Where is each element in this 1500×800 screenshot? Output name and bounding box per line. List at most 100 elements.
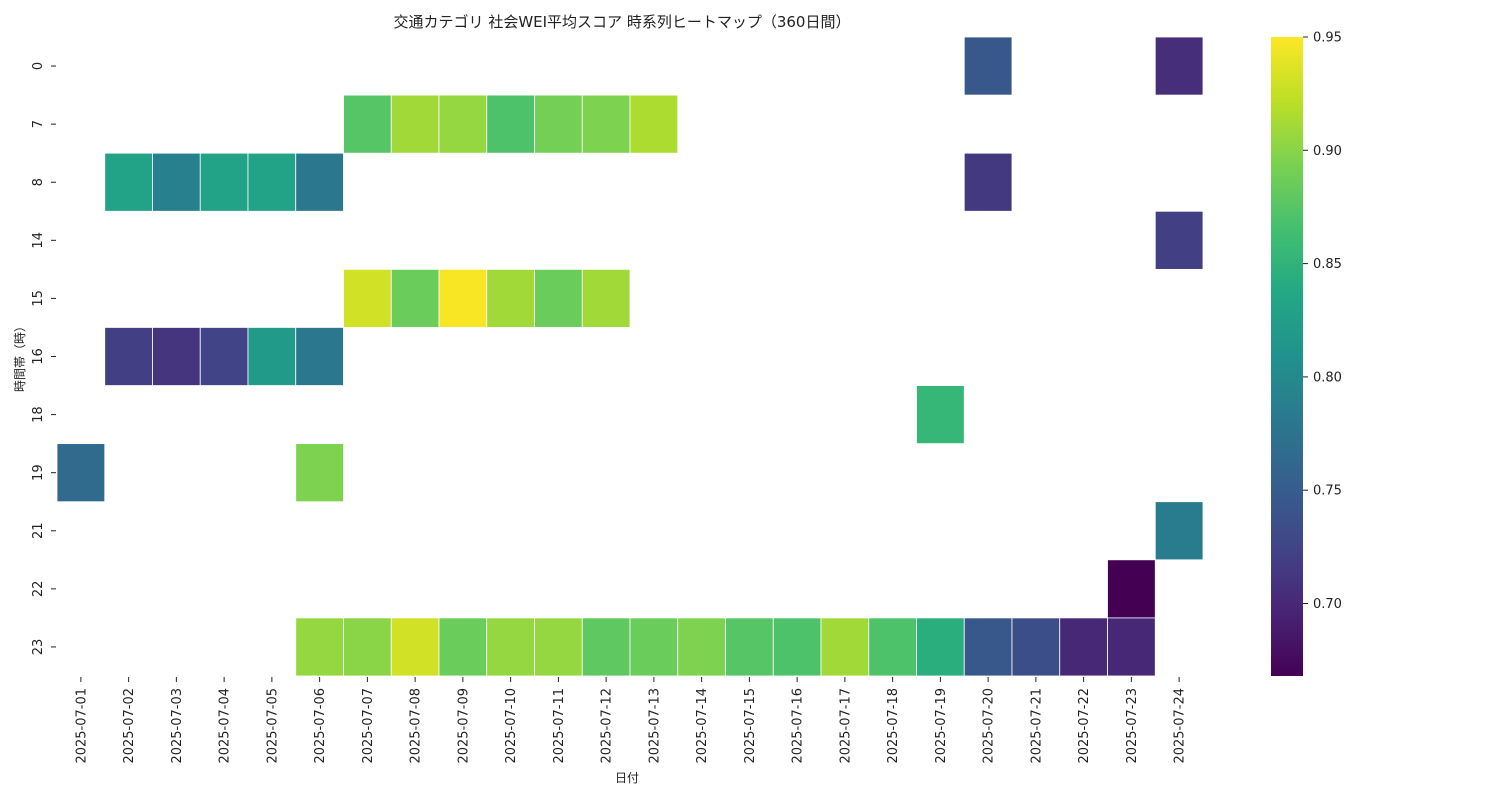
x-tick-label: 2025-07-13 (647, 688, 662, 764)
y-axis-ticks: 0 7 8 14 15 16 18 19 21 22 23 (31, 62, 56, 655)
heatmap-cell (581, 268, 631, 328)
x-tick-label: 2025-07-07 (361, 688, 376, 764)
heatmap-cell (629, 94, 679, 154)
heatmap-cell (1154, 501, 1204, 561)
heatmap-cell (677, 617, 726, 677)
heatmap-cell (486, 94, 535, 154)
x-tick-label: 2025-07-15 (743, 688, 758, 764)
x-tick-label: 2025-07-04 (218, 688, 233, 764)
y-tick-label: 8 (31, 178, 46, 186)
heatmap-cell (247, 152, 297, 212)
x-axis-label: 日付 (615, 771, 639, 785)
heatmap-cell (438, 617, 488, 677)
heatmap-cell (772, 617, 822, 677)
heatmap-cell (916, 617, 965, 677)
heatmap-cell (56, 443, 106, 503)
heatmap-cell (390, 617, 440, 677)
heatmap-cell (343, 94, 392, 154)
heatmap-cell (343, 268, 392, 328)
chart-title: 交通カテゴリ 社会WEI平均スコア 時系列ヒートマップ（360日間） (394, 13, 851, 31)
y-tick-label: 21 (31, 522, 46, 539)
x-tick-label: 2025-07-11 (552, 688, 567, 764)
x-tick-label: 2025-07-02 (122, 688, 137, 764)
x-tick-label: 2025-07-05 (265, 688, 280, 764)
heatmap-cell (152, 327, 201, 386)
heatmap-cell (295, 152, 344, 212)
heatmap-cell (820, 617, 870, 677)
colorbar (1271, 37, 1303, 676)
heatmap-cell (199, 152, 249, 212)
heatmap-cell (1154, 36, 1204, 96)
y-tick-label: 19 (31, 464, 46, 481)
heatmap-cell (486, 268, 535, 328)
x-tick-label: 2025-07-16 (791, 688, 806, 764)
heatmap-cell (1107, 559, 1156, 619)
heatmap-cell (1059, 617, 1108, 677)
y-tick-label: 14 (31, 232, 46, 249)
y-tick-label: 16 (31, 348, 46, 365)
y-tick-label: 22 (31, 581, 46, 598)
heatmap-cell (868, 617, 917, 677)
heatmap-cell (963, 36, 1013, 96)
x-tick-label: 2025-07-03 (170, 688, 185, 764)
heatmap-cell (581, 617, 631, 677)
heatmap-cell (295, 443, 344, 503)
y-tick-label: 18 (31, 406, 46, 423)
heatmap-cell (534, 268, 583, 328)
heatmap-cells (56, 36, 1204, 677)
heatmap-cell (438, 94, 488, 154)
x-tick-label: 2025-07-12 (600, 688, 615, 764)
heatmap-cell (152, 152, 201, 212)
y-tick-label: 15 (31, 290, 46, 307)
x-tick-label: 2025-07-21 (1029, 688, 1044, 764)
heatmap-cell (1107, 617, 1156, 677)
y-tick-label: 23 (31, 639, 46, 656)
x-tick-label: 2025-07-06 (313, 688, 328, 764)
heatmap-cell (725, 617, 774, 677)
x-tick-label: 2025-07-20 (982, 688, 997, 764)
heatmap-cell (963, 152, 1013, 212)
heatmap-cell (104, 327, 153, 386)
heatmap-cell (295, 617, 344, 677)
colorbar-tick-label: 0.70 (1313, 597, 1342, 612)
heatmap-cell (390, 94, 440, 154)
x-tick-label: 2025-07-18 (886, 688, 901, 764)
heatmap-cell (534, 617, 583, 677)
x-axis-ticks: 2025-07-01 2025-07-02 2025-07-03 2025-07-04… (74, 676, 1188, 764)
heatmap-cell (629, 617, 679, 677)
heatmap-cell (247, 327, 297, 386)
x-tick-label: 2025-07-10 (504, 688, 519, 764)
x-tick-label: 2025-07-19 (934, 688, 949, 764)
heatmap-cell (534, 94, 583, 154)
x-tick-label: 2025-07-08 (409, 688, 424, 764)
x-tick-label: 2025-07-01 (74, 688, 89, 764)
heatmap-cell (295, 327, 344, 386)
heatmap-cell (581, 94, 631, 154)
x-tick-label: 2025-07-24 (1173, 688, 1188, 764)
heatmap-cell (343, 617, 392, 677)
heatmap-cell (104, 152, 153, 212)
colorbar-ticks: 0.70 0.75 0.80 0.85 0.90 0.95 (1303, 31, 1342, 612)
x-tick-label: 2025-07-22 (1077, 688, 1092, 764)
heatmap-cell (199, 327, 249, 386)
heatmap-cell (1011, 617, 1061, 677)
colorbar-tick-label: 0.80 (1313, 370, 1342, 385)
heatmap-cell (438, 268, 488, 328)
y-axis-label: 時間帯（時） (13, 320, 27, 392)
x-tick-label: 2025-07-14 (695, 688, 710, 764)
x-tick-label: 2025-07-17 (838, 688, 853, 764)
heatmap-cell (916, 385, 965, 445)
heatmap-cell (390, 268, 440, 328)
heatmap-cell (1154, 210, 1204, 270)
colorbar-tick-label: 0.85 (1313, 257, 1342, 272)
heatmap-cell (486, 617, 535, 677)
colorbar-tick-label: 0.95 (1313, 31, 1342, 46)
heatmap-cell (963, 617, 1013, 677)
colorbar-tick-label: 0.90 (1313, 144, 1342, 159)
x-tick-label: 2025-07-23 (1125, 688, 1140, 764)
y-tick-label: 0 (31, 62, 46, 70)
colorbar-tick-label: 0.75 (1313, 484, 1342, 499)
y-tick-label: 7 (31, 120, 46, 128)
x-tick-label: 2025-07-09 (456, 688, 471, 764)
